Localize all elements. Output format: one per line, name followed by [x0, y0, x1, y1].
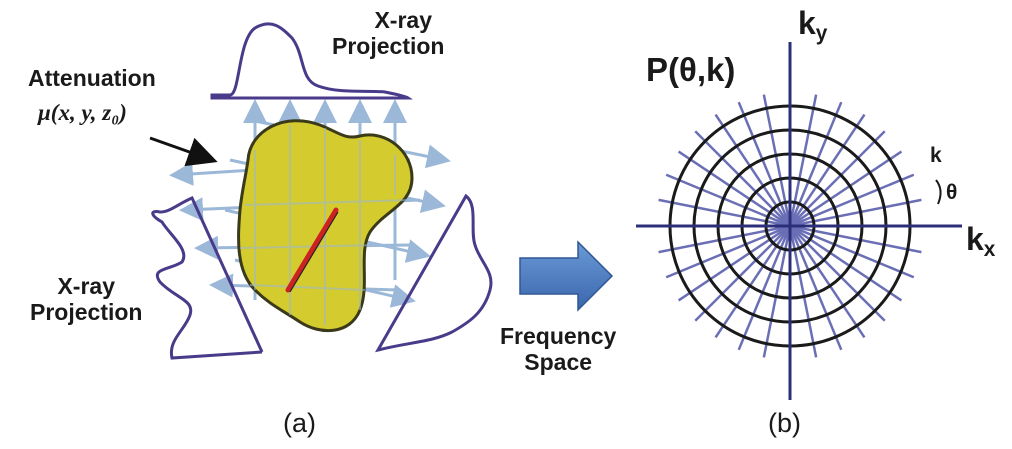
polar-grid: [636, 42, 962, 400]
frequency-transform-arrow: [519, 240, 614, 312]
attenuation-formula: μ(x, y, z₀): [38, 100, 127, 125]
frequency-space-label-line1: Frequency: [500, 323, 617, 349]
caption-b: (b): [768, 408, 801, 438]
kx-axis-label: kx: [966, 221, 996, 262]
attenuation-label: Attenuation: [28, 65, 156, 91]
polar-function-label: P(θ,k): [646, 51, 736, 88]
attenuation-pointer-arrow: [149, 136, 218, 167]
left-projection-label: X-ray Projection: [30, 273, 143, 326]
angle-label: θ: [946, 181, 958, 204]
ky-axis-label-text: ky: [798, 5, 828, 46]
ky-axis-label: ky: [798, 5, 828, 46]
panel-a: [149, 22, 493, 360]
highlighted-ray: [285, 207, 339, 293]
object-rays-overlay: [239, 125, 411, 325]
top-projection-label: X-ray Projection: [332, 7, 445, 60]
frequency-space-label-line2: Space: [524, 348, 593, 375]
frequency-space-label: Frequency Space: [500, 323, 617, 376]
top-projection-label-line1: X-ray: [374, 7, 432, 33]
left-projection-label-line2: Projection: [30, 298, 143, 325]
angle-arc: [935, 179, 942, 205]
left-projection-curve: [151, 196, 264, 360]
top-projection-label-line2: Projection: [332, 32, 445, 59]
caption-a: (a): [283, 408, 316, 438]
radius-label: k: [930, 144, 942, 167]
right-projection-curve: [374, 193, 493, 353]
top-projection-curve: [210, 22, 413, 100]
left-projection-label-line1: X-ray: [57, 273, 115, 299]
kx-axis-label-text: kx: [966, 221, 996, 262]
panel-b: [636, 42, 962, 400]
